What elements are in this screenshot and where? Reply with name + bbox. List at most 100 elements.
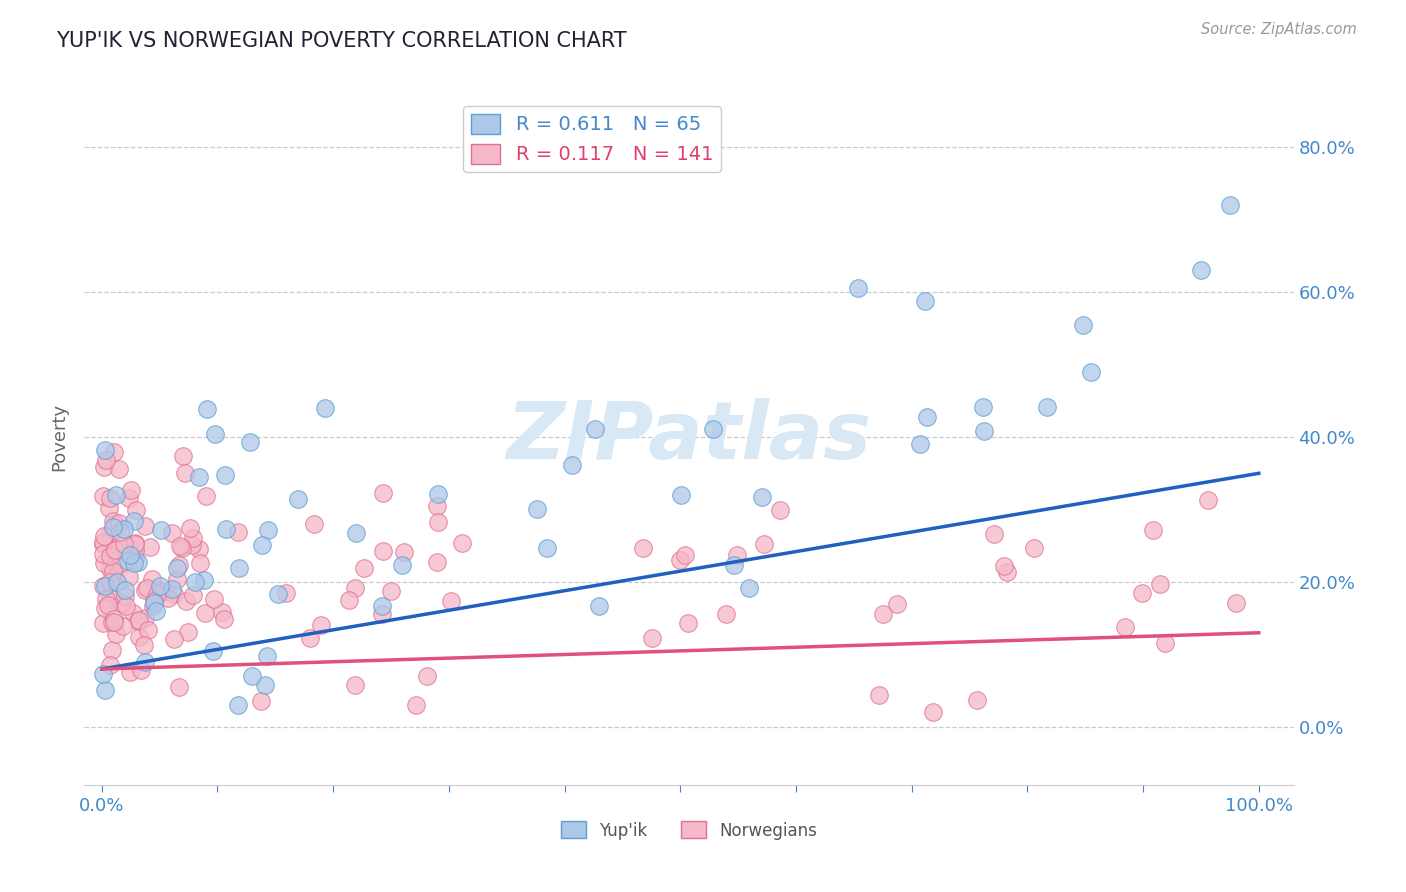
Text: YUP'IK VS NORWEGIAN POVERTY CORRELATION CHART: YUP'IK VS NORWEGIAN POVERTY CORRELATION … [56, 31, 627, 51]
Yup'ik [195, 402, 218, 417]
Norwegians [993, 559, 1015, 574]
Norwegians [169, 539, 191, 553]
Norwegians [146, 582, 169, 597]
Norwegians [179, 521, 201, 535]
Norwegians [1225, 596, 1247, 610]
Yup'ik [117, 554, 139, 568]
Norwegians [134, 519, 156, 533]
Norwegians [101, 514, 124, 528]
Norwegians [416, 669, 439, 683]
Yup'ik [267, 587, 290, 601]
Norwegians [124, 537, 146, 551]
Norwegians [921, 705, 943, 719]
Norwegians [108, 516, 131, 530]
Norwegians [1197, 492, 1219, 507]
Norwegians [134, 610, 156, 624]
Norwegians [160, 526, 183, 541]
Y-axis label: Poverty: Poverty [51, 403, 69, 471]
Norwegians [98, 574, 121, 589]
Norwegians [93, 459, 115, 474]
Norwegians [274, 586, 297, 600]
Norwegians [134, 582, 156, 597]
Yup'ik [204, 427, 226, 442]
Norwegians [93, 556, 115, 570]
Yup'ik [239, 434, 262, 449]
Norwegians [226, 524, 249, 539]
Norwegians [104, 627, 127, 641]
Norwegians [181, 588, 204, 602]
Norwegians [103, 615, 125, 629]
Norwegians [120, 483, 142, 498]
Yup'ik [588, 599, 610, 613]
Yup'ik [910, 437, 932, 451]
Norwegians [166, 572, 188, 586]
Yup'ik [118, 548, 141, 562]
Norwegians [163, 587, 186, 601]
Norwegians [211, 605, 233, 619]
Norwegians [91, 534, 114, 549]
Norwegians [872, 607, 894, 621]
Norwegians [98, 549, 121, 563]
Norwegians [110, 557, 132, 571]
Norwegians [124, 536, 146, 550]
Norwegians [128, 613, 150, 627]
Yup'ik [228, 561, 250, 575]
Norwegians [156, 591, 179, 605]
Yup'ik [915, 409, 938, 424]
Norwegians [91, 547, 114, 561]
Norwegians [344, 582, 367, 596]
Norwegians [132, 638, 155, 652]
Norwegians [966, 693, 988, 707]
Norwegians [1114, 619, 1136, 633]
Yup'ik [143, 596, 166, 610]
Norwegians [426, 515, 449, 529]
Yup'ik [214, 522, 236, 536]
Norwegians [298, 631, 321, 645]
Yup'ik [122, 514, 145, 528]
Norwegians [103, 444, 125, 458]
Norwegians [1024, 541, 1046, 555]
Legend: Yup'ik, Norwegians: Yup'ik, Norwegians [554, 814, 824, 847]
Norwegians [1142, 523, 1164, 537]
Yup'ik [426, 487, 449, 501]
Yup'ik [184, 574, 207, 589]
Norwegians [146, 587, 169, 601]
Norwegians [103, 571, 125, 585]
Norwegians [177, 625, 200, 640]
Yup'ik [1071, 318, 1094, 332]
Norwegians [180, 538, 202, 552]
Norwegians [380, 583, 402, 598]
Norwegians [202, 591, 225, 606]
Norwegians [139, 541, 162, 555]
Norwegians [392, 545, 415, 559]
Norwegians [641, 631, 664, 645]
Norwegians [725, 548, 748, 562]
Yup'ik [187, 470, 209, 484]
Norwegians [131, 663, 153, 677]
Norwegians [108, 462, 131, 476]
Norwegians [93, 528, 115, 542]
Norwegians [108, 539, 131, 553]
Norwegians [117, 569, 139, 583]
Norwegians [110, 524, 132, 539]
Norwegians [174, 593, 197, 607]
Norwegians [173, 467, 195, 481]
Norwegians [353, 561, 375, 575]
Norwegians [886, 597, 908, 611]
Norwegians [111, 619, 134, 633]
Yup'ik [1189, 263, 1212, 277]
Norwegians [124, 543, 146, 558]
Yup'ik [114, 582, 136, 597]
Norwegians [167, 558, 190, 572]
Norwegians [112, 537, 135, 551]
Yup'ik [344, 526, 367, 541]
Yup'ik [287, 491, 309, 506]
Norwegians [96, 452, 118, 467]
Norwegians [125, 503, 148, 517]
Norwegians [121, 606, 143, 620]
Norwegians [373, 486, 395, 500]
Yup'ik [166, 560, 188, 574]
Norwegians [426, 555, 449, 569]
Norwegians [98, 658, 121, 673]
Norwegians [669, 552, 692, 566]
